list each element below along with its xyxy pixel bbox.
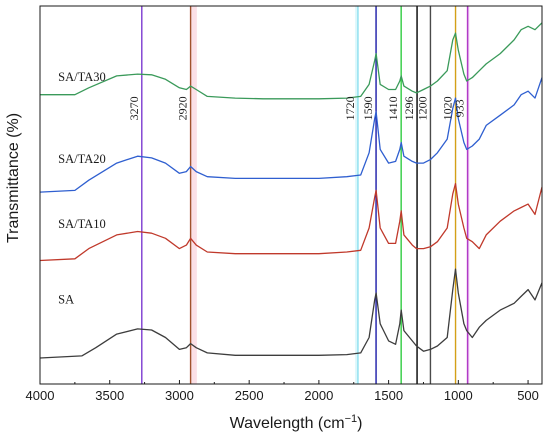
series-label-sa-ta30: SA/TA30	[58, 70, 106, 84]
x-tick-label-2000: 2000	[304, 388, 333, 403]
peak-label-933: 933	[453, 99, 467, 117]
series-line-sa-ta10	[39, 182, 543, 262]
peak-label-1720: 1720	[343, 96, 357, 120]
reference-band-1	[355, 6, 359, 384]
x-tick-label-2500: 2500	[235, 388, 264, 403]
peak-label-2920: 2920	[176, 96, 190, 120]
series-label-sa: SA	[58, 292, 74, 306]
reference-lines	[141, 6, 469, 384]
reference-band-0	[189, 6, 197, 384]
reference-bands	[189, 6, 470, 384]
plot-frame	[39, 5, 543, 385]
series-line-sa-ta20	[39, 77, 543, 193]
series-line-sa-ta30	[40, 22, 543, 100]
x-axis-title-main: Wavelength (cm	[230, 415, 345, 432]
peak-label-1410: 1410	[386, 96, 400, 120]
series-label-sa-ta20: SA/TA20	[58, 152, 106, 166]
y-axis-title: Transmittance (%)	[5, 113, 22, 243]
peak-label-1296: 1296	[402, 96, 416, 120]
x-tick-label-1500: 1500	[374, 388, 403, 403]
peak-label-1200: 1200	[415, 96, 429, 120]
peak-label-1590: 1590	[361, 96, 375, 120]
x-axis-title-close: )	[357, 415, 362, 432]
x-tick-label-4000: 4000	[26, 388, 55, 403]
x-tick-label-500: 500	[517, 388, 539, 403]
peak-label-1020: 1020	[441, 96, 455, 120]
peak-label-3270: 3270	[127, 96, 141, 120]
series-labels: SA SA/TA10 SA/TA20 SA/TA30	[58, 70, 106, 306]
series-label-sa-ta10: SA/TA10	[58, 217, 106, 231]
series-line-sa	[39, 268, 543, 359]
x-axis-title: Wavelength (cm−1)	[230, 413, 363, 432]
x-tick-label-3000: 3000	[165, 388, 194, 403]
x-axis-title-sup: −1	[345, 413, 358, 425]
x-tick-label-3500: 3500	[95, 388, 124, 403]
x-axis-ticks: 4000 3500 3000 2500 2000 1500 1000 500	[26, 380, 539, 403]
x-tick-label-1000: 1000	[444, 388, 473, 403]
spectra-series	[39, 22, 543, 359]
